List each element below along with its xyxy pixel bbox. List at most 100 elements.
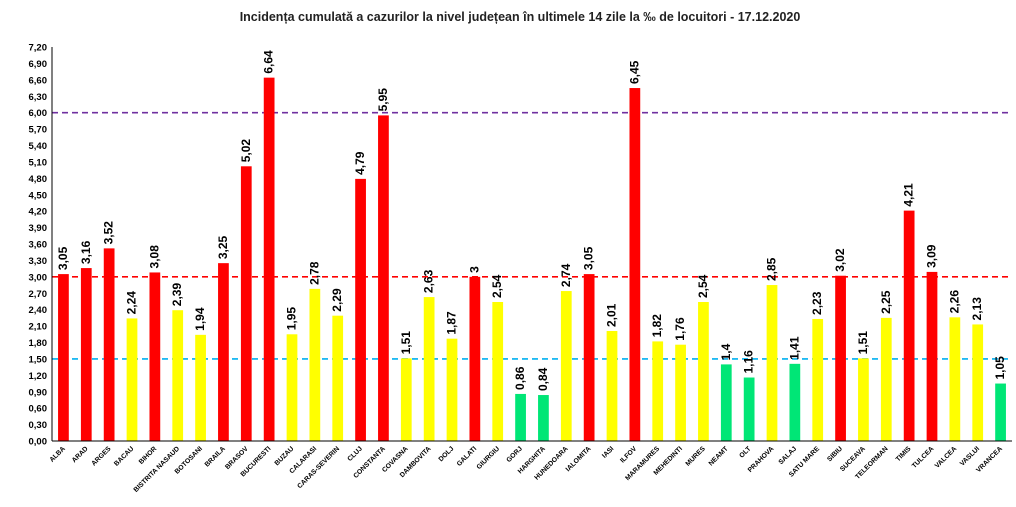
data-label: 2,13 bbox=[970, 297, 984, 321]
bar bbox=[172, 310, 184, 441]
bar bbox=[835, 275, 846, 441]
data-label: 2,23 bbox=[810, 291, 824, 315]
bar bbox=[560, 291, 572, 441]
y-tick-label: 0,00 bbox=[29, 437, 48, 448]
bar bbox=[195, 334, 206, 441]
bar bbox=[218, 263, 229, 441]
data-label: 6,64 bbox=[262, 50, 276, 74]
data-label: 2,85 bbox=[765, 257, 779, 281]
y-tick-label: 4,80 bbox=[29, 174, 48, 185]
x-tick-label: GORJ bbox=[505, 445, 524, 464]
bar bbox=[263, 77, 275, 442]
data-label: 3,52 bbox=[102, 221, 116, 245]
data-label: 1,16 bbox=[742, 350, 756, 374]
bar bbox=[355, 178, 366, 441]
x-tick-label: GIURGIU bbox=[476, 445, 502, 471]
bar bbox=[309, 288, 321, 441]
y-tick-label: 3,30 bbox=[29, 256, 48, 267]
data-label: 1,95 bbox=[285, 307, 299, 331]
y-tick-label: 1,50 bbox=[29, 354, 48, 365]
data-label: 3,08 bbox=[147, 245, 161, 269]
x-tick-label: SALAJ bbox=[778, 445, 799, 466]
data-labels: 3,05 3,16 3,52 2,24 3,08 2,39 1,94 3,25 5,02 6,64… bbox=[56, 50, 1007, 391]
x-tick-label: NEAMT bbox=[708, 445, 731, 468]
data-label: 2,24 bbox=[125, 291, 139, 315]
y-tick-label: 1,20 bbox=[29, 371, 48, 382]
x-tick-label: BUZAU bbox=[274, 445, 296, 467]
y-tick-label: 0,30 bbox=[29, 420, 48, 431]
bar bbox=[446, 338, 458, 441]
data-label: 3,16 bbox=[79, 240, 93, 264]
x-tick-label: CARAS-SEVERIN bbox=[296, 445, 341, 490]
data-label: 2,74 bbox=[559, 263, 573, 287]
x-tick-label: BRAILA bbox=[204, 445, 227, 468]
bar bbox=[972, 324, 984, 441]
bar bbox=[698, 302, 709, 441]
data-label: 3,05 bbox=[582, 246, 596, 270]
bar bbox=[400, 358, 412, 441]
bar bbox=[606, 331, 618, 441]
data-label: 2,26 bbox=[947, 290, 961, 314]
data-label: 3,05 bbox=[56, 246, 70, 270]
data-label: 2,25 bbox=[879, 290, 893, 314]
x-tick-label: VASLUI bbox=[959, 445, 981, 467]
data-label: 1,41 bbox=[787, 336, 801, 360]
x-tick-label: OLT bbox=[738, 445, 753, 460]
data-label: 1,87 bbox=[445, 311, 459, 335]
x-tick-label: TIMIS bbox=[895, 445, 913, 463]
data-label: 3 bbox=[467, 266, 481, 273]
x-tick-label: TULCEA bbox=[911, 445, 936, 470]
x-tick-label: ARGES bbox=[91, 445, 113, 467]
data-label: 2,54 bbox=[490, 274, 504, 298]
data-label: 1,76 bbox=[673, 317, 687, 341]
bar bbox=[720, 364, 732, 441]
y-tick-label: 5,70 bbox=[29, 125, 48, 136]
data-label: 2,63 bbox=[422, 269, 436, 293]
data-label: 1,51 bbox=[856, 331, 870, 355]
x-tick-label: ILFOV bbox=[619, 445, 638, 464]
x-tick-label: MURES bbox=[685, 445, 708, 468]
bar bbox=[538, 395, 549, 441]
y-tick-label: 7,20 bbox=[29, 43, 48, 54]
data-label: 0,86 bbox=[513, 366, 527, 390]
data-label: 0,84 bbox=[536, 367, 550, 391]
bar bbox=[286, 334, 298, 441]
data-label: 4,21 bbox=[902, 183, 916, 207]
y-tick-label: 3,90 bbox=[29, 223, 48, 234]
bar bbox=[469, 276, 481, 441]
bar bbox=[378, 115, 389, 442]
y-axis: 0,00 0,30 0,60 0,90 1,20 1,50 1,80 2,10 2,40 2,70… bbox=[29, 43, 53, 448]
y-tick-label: 5,10 bbox=[29, 157, 48, 168]
bar bbox=[880, 317, 892, 441]
data-label: 1,51 bbox=[399, 331, 413, 355]
bar bbox=[812, 318, 824, 441]
bar bbox=[58, 274, 69, 441]
bar bbox=[995, 383, 1006, 441]
x-tick-label: GALATI bbox=[456, 445, 479, 468]
y-tick-label: 4,50 bbox=[29, 190, 48, 201]
y-tick-label: 1,80 bbox=[29, 338, 48, 349]
y-tick-label: 3,60 bbox=[29, 240, 48, 251]
bar bbox=[80, 268, 92, 441]
bar bbox=[492, 302, 504, 441]
y-tick-label: 6,30 bbox=[29, 92, 48, 103]
data-label: 5,02 bbox=[239, 139, 253, 163]
bar bbox=[149, 272, 161, 441]
data-label: 3,02 bbox=[833, 248, 847, 272]
bar bbox=[515, 393, 526, 441]
y-tick-label: 0,90 bbox=[29, 387, 48, 398]
chart-title: Incidența cumulată a cazurilor la nivel … bbox=[240, 10, 801, 24]
y-tick-label: 5,40 bbox=[29, 141, 48, 152]
bar bbox=[766, 285, 778, 441]
y-tick-label: 4,20 bbox=[29, 207, 48, 218]
bar bbox=[903, 210, 915, 441]
bar bbox=[103, 248, 115, 441]
data-label: 5,95 bbox=[376, 88, 390, 112]
y-tick-label: 3,00 bbox=[29, 272, 48, 283]
data-label: 2,54 bbox=[696, 274, 710, 298]
y-tick-label: 2,70 bbox=[29, 289, 48, 300]
bar bbox=[126, 318, 138, 441]
x-tick-label: IALOMITA bbox=[565, 445, 593, 473]
